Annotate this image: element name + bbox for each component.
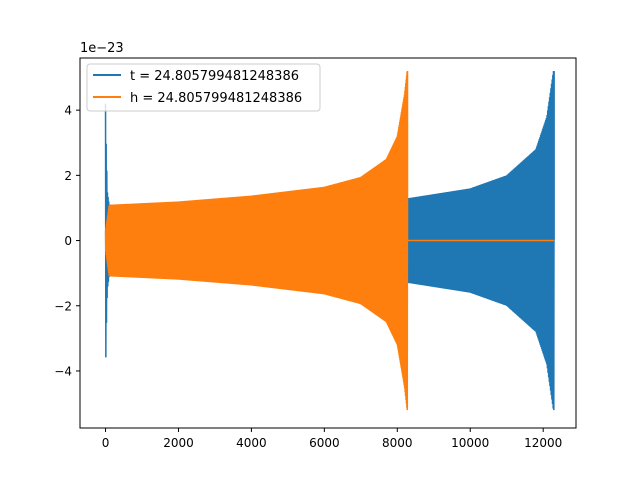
legend: t = 24.805799481248386 h = 24.8057994812… — [86, 63, 321, 112]
legend-box — [86, 63, 321, 112]
legend-label-series-t: t = 24.805799481248386 — [130, 69, 299, 84]
legend-label-series-h: h = 24.805799481248386 — [130, 91, 302, 106]
plot-area — [104, 71, 555, 411]
y-tick-label: 2 — [64, 169, 72, 183]
x-tick-label: 6000 — [309, 436, 340, 450]
x-tick-label: 4000 — [236, 436, 267, 450]
y-axis: −4 −2 0 2 4 — [54, 104, 80, 378]
y-tick-label: −4 — [54, 364, 72, 378]
x-axis: 0 2000 4000 6000 8000 10000 12000 — [102, 428, 562, 450]
y-offset-text: 1e−23 — [80, 41, 124, 56]
x-tick-label: 0 — [102, 436, 110, 450]
y-tick-label: −2 — [54, 299, 72, 313]
y-tick-label: 0 — [64, 234, 72, 248]
x-tick-label: 12000 — [524, 436, 562, 450]
x-tick-label: 10000 — [451, 436, 489, 450]
x-tick-label: 2000 — [163, 436, 194, 450]
series-line-h — [104, 71, 555, 411]
series-path — [104, 71, 409, 411]
x-tick-label: 8000 — [382, 436, 413, 450]
axes-frame — [79, 57, 577, 429]
y-tick-label: 4 — [64, 104, 72, 118]
